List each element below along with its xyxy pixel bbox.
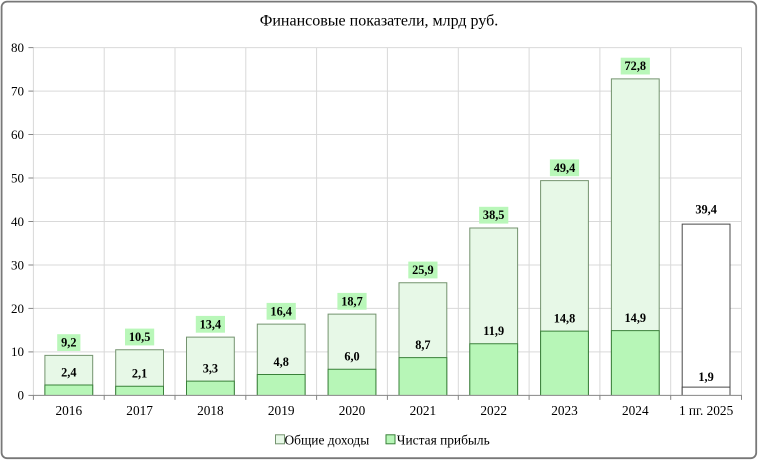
svg-text:3,3: 3,3 <box>203 361 218 375</box>
svg-text:6,0: 6,0 <box>344 350 359 364</box>
svg-text:10,5: 10,5 <box>129 330 151 344</box>
svg-text:14,9: 14,9 <box>625 311 647 325</box>
svg-text:50: 50 <box>11 170 24 185</box>
svg-text:20: 20 <box>11 301 24 316</box>
svg-text:8,7: 8,7 <box>415 338 430 352</box>
svg-text:2023: 2023 <box>551 403 578 418</box>
svg-text:11,9: 11,9 <box>483 324 504 338</box>
svg-text:2017: 2017 <box>126 403 153 418</box>
svg-text:60: 60 <box>11 127 24 142</box>
svg-text:1,9: 1,9 <box>698 370 713 384</box>
svg-text:2,1: 2,1 <box>132 367 147 381</box>
svg-text:1 пг. 2025: 1 пг. 2025 <box>679 403 734 418</box>
svg-text:80: 80 <box>11 40 24 55</box>
svg-text:13,4: 13,4 <box>200 317 222 331</box>
svg-text:Чистая прибыль: Чистая прибыль <box>397 433 490 448</box>
svg-text:16,4: 16,4 <box>270 304 292 318</box>
svg-text:Общие доходы: Общие доходы <box>285 433 370 448</box>
svg-text:40: 40 <box>11 214 24 229</box>
svg-text:2024: 2024 <box>622 403 649 418</box>
svg-text:38,5: 38,5 <box>483 208 505 222</box>
svg-text:25,9: 25,9 <box>412 263 434 277</box>
svg-text:0: 0 <box>18 388 25 403</box>
svg-text:30: 30 <box>11 257 24 272</box>
svg-text:2,4: 2,4 <box>61 365 76 379</box>
svg-text:9,2: 9,2 <box>61 336 76 350</box>
svg-text:Финансовые показатели, млрд ру: Финансовые показатели, млрд руб. <box>260 13 499 30</box>
svg-text:18,7: 18,7 <box>341 294 363 308</box>
svg-text:49,4: 49,4 <box>554 161 576 175</box>
svg-text:2016: 2016 <box>56 403 83 418</box>
svg-text:2020: 2020 <box>339 403 366 418</box>
svg-text:39,4: 39,4 <box>695 203 717 217</box>
svg-text:10: 10 <box>11 344 24 359</box>
svg-text:2019: 2019 <box>268 403 295 418</box>
svg-text:2021: 2021 <box>410 403 437 418</box>
svg-text:72,8: 72,8 <box>625 59 647 73</box>
svg-text:2018: 2018 <box>197 403 224 418</box>
svg-text:14,8: 14,8 <box>554 311 576 325</box>
svg-text:4,8: 4,8 <box>274 355 289 369</box>
svg-text:2022: 2022 <box>480 403 507 418</box>
svg-text:70: 70 <box>11 83 24 98</box>
